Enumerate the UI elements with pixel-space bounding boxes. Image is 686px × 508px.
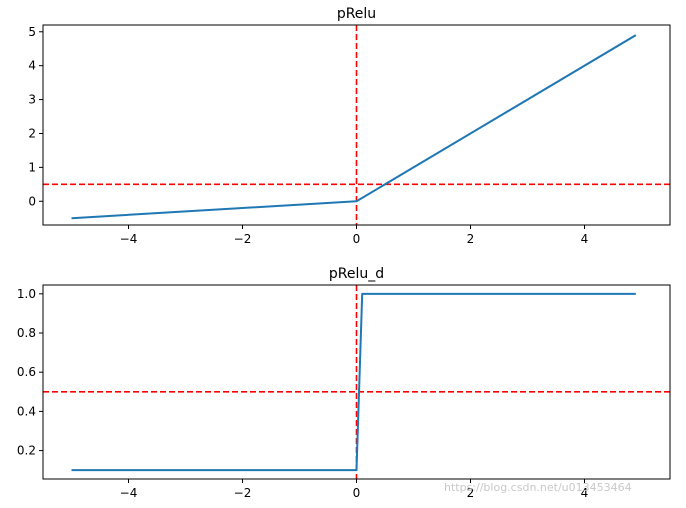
x-tick-label: 0: [353, 232, 361, 246]
x-tick-label: 2: [467, 232, 475, 246]
y-tick-label: 3: [28, 93, 36, 107]
y-tick-label: 5: [28, 25, 36, 39]
plot-area: [43, 285, 670, 479]
x-tick-label: 2: [467, 486, 475, 500]
series-line: [71, 34, 637, 220]
series-line: [71, 292, 636, 472]
y-tick-label: 4: [28, 59, 36, 73]
prelu-d-subplot: pRelu_d −4 −2 0 2 4 0.2 0.4 0.6 0.8 1.0: [17, 266, 671, 500]
y-tick-label: 0: [28, 194, 36, 208]
y-tick-label: 2: [28, 126, 36, 140]
y-tick-label: 0.8: [17, 326, 36, 340]
watermark: https://blog.csdn.net/u013453464: [444, 481, 632, 494]
chart-title: pRelu_d: [329, 266, 384, 282]
y-tick-label: 0.4: [17, 404, 36, 418]
x-tick-label: −2: [234, 232, 252, 246]
x-tick-label: 4: [581, 232, 589, 246]
x-tick-label: −4: [120, 232, 138, 246]
plot-area: [43, 25, 670, 225]
prelu-subplot: pRelu −4 −2 0 2 4 0 1 2 3 4 5: [28, 6, 671, 246]
y-tick-label: 0.6: [17, 365, 36, 379]
x-tick-label: 0: [353, 486, 361, 500]
y-tick-label: 1: [28, 160, 36, 174]
x-tick-label: −2: [234, 486, 252, 500]
y-tick-label: 0.2: [17, 444, 36, 458]
x-tick-label: 4: [581, 486, 589, 500]
chart-title: pRelu: [337, 6, 376, 22]
x-tick-label: −4: [120, 486, 138, 500]
y-tick-label: 1.0: [17, 287, 36, 301]
